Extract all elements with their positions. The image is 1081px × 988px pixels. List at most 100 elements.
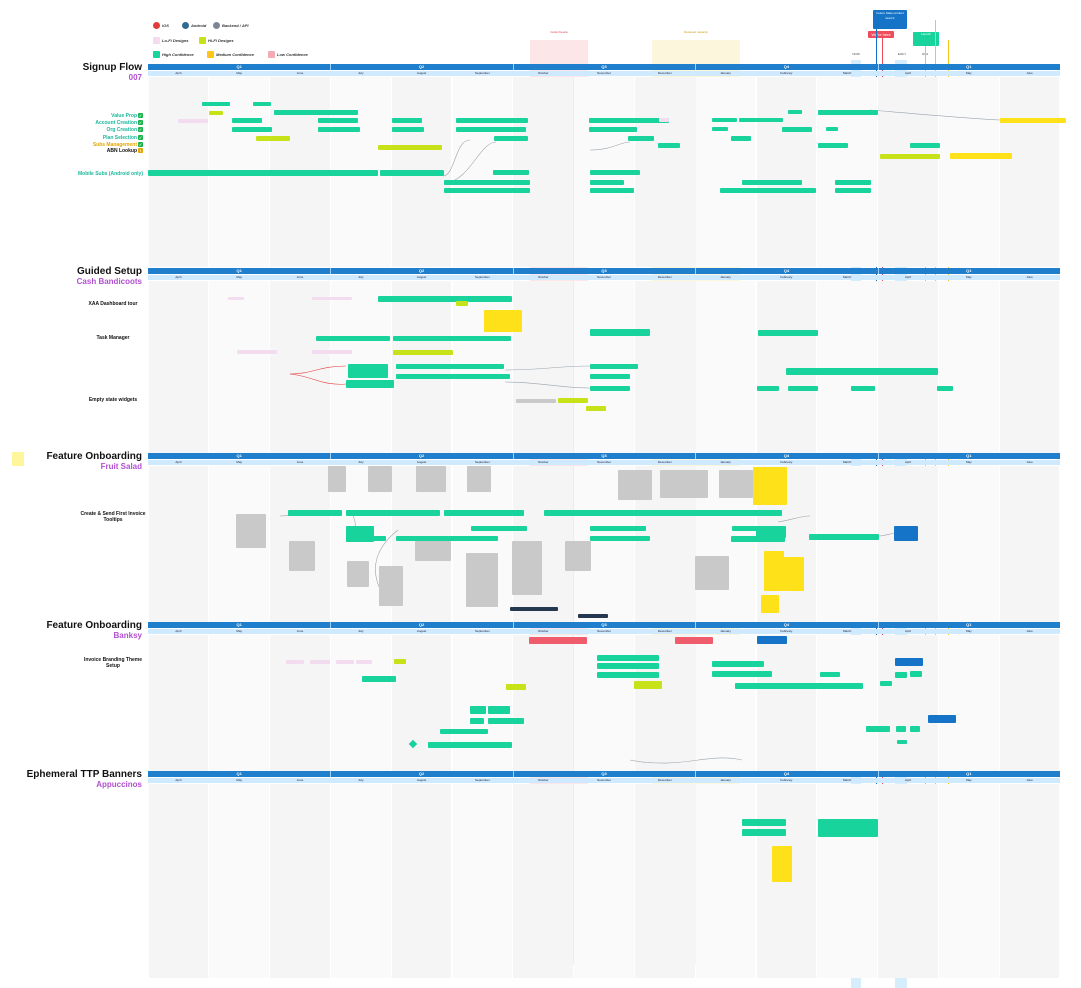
roadmap-card[interactable] <box>510 607 558 611</box>
roadmap-card[interactable] <box>866 726 890 732</box>
roadmap-card[interactable] <box>493 170 529 175</box>
roadmap-card[interactable] <box>586 406 606 411</box>
roadmap-card[interactable] <box>764 551 784 591</box>
roadmap-card[interactable] <box>590 329 650 336</box>
roadmap-card[interactable] <box>809 534 879 540</box>
roadmap-card[interactable] <box>742 829 786 836</box>
roadmap-card[interactable] <box>379 566 403 606</box>
roadmap-card[interactable] <box>1000 118 1066 123</box>
roadmap-card[interactable] <box>950 153 1012 159</box>
roadmap-card[interactable] <box>380 170 444 176</box>
roadmap-card[interactable] <box>470 706 486 714</box>
roadmap-card[interactable] <box>494 136 528 141</box>
roadmap-card[interactable] <box>597 663 659 669</box>
roadmap-card[interactable] <box>772 846 792 882</box>
roadmap-card[interactable] <box>444 188 530 193</box>
roadmap-card[interactable] <box>589 118 669 123</box>
roadmap-card[interactable] <box>253 102 271 106</box>
roadmap-card[interactable] <box>506 684 526 690</box>
roadmap-card[interactable] <box>256 136 290 141</box>
roadmap-card[interactable] <box>742 180 802 185</box>
roadmap-card[interactable] <box>675 637 713 644</box>
roadmap-card[interactable] <box>444 510 524 516</box>
roadmap-card[interactable] <box>396 536 498 541</box>
roadmap-card[interactable] <box>590 188 634 193</box>
roadmap-card[interactable] <box>910 671 922 677</box>
roadmap-card[interactable] <box>880 681 892 686</box>
roadmap-card[interactable] <box>742 819 786 826</box>
roadmap-card[interactable] <box>471 526 527 531</box>
roadmap-card[interactable] <box>659 118 669 122</box>
roadmap-card[interactable] <box>289 541 315 571</box>
roadmap-card[interactable] <box>516 399 556 403</box>
roadmap-card[interactable] <box>628 136 654 141</box>
roadmap-card[interactable] <box>512 541 542 595</box>
roadmap-card[interactable] <box>590 364 638 369</box>
roadmap-card[interactable] <box>720 188 816 193</box>
roadmap-card[interactable] <box>757 386 779 391</box>
roadmap-card[interactable] <box>356 660 372 664</box>
roadmap-card[interactable] <box>466 553 498 607</box>
roadmap-card[interactable] <box>910 143 940 148</box>
roadmap-card[interactable] <box>597 655 659 661</box>
roadmap-card[interactable] <box>880 154 940 159</box>
roadmap-card[interactable] <box>719 470 753 498</box>
roadmap-card[interactable] <box>818 143 848 148</box>
roadmap-card[interactable] <box>236 514 266 548</box>
roadmap-card[interactable] <box>312 350 352 354</box>
roadmap-card[interactable] <box>597 672 659 678</box>
roadmap-card[interactable] <box>937 386 953 391</box>
roadmap-card[interactable] <box>820 672 840 677</box>
roadmap-card[interactable] <box>312 297 352 300</box>
roadmap-card[interactable] <box>712 118 737 122</box>
milestone-diamond[interactable] <box>408 739 418 749</box>
roadmap-card[interactable] <box>209 111 223 115</box>
roadmap-card[interactable] <box>274 110 358 115</box>
roadmap-card[interactable] <box>336 660 354 664</box>
roadmap-card[interactable] <box>237 350 277 354</box>
roadmap-card[interactable] <box>310 660 330 664</box>
roadmap-card[interactable] <box>316 336 390 341</box>
roadmap-card[interactable] <box>228 297 244 300</box>
roadmap-card[interactable] <box>590 526 646 531</box>
roadmap-card[interactable] <box>368 466 392 492</box>
roadmap-card[interactable] <box>660 470 708 498</box>
roadmap-card[interactable] <box>739 118 783 122</box>
roadmap-card[interactable] <box>590 180 624 185</box>
roadmap-card[interactable] <box>695 556 729 590</box>
roadmap-card[interactable] <box>590 536 650 541</box>
roadmap-card[interactable] <box>589 127 637 132</box>
roadmap-card[interactable] <box>910 726 920 732</box>
roadmap-card[interactable] <box>348 364 388 378</box>
roadmap-card[interactable] <box>346 536 386 541</box>
roadmap-card[interactable] <box>756 526 786 538</box>
roadmap-card[interactable] <box>392 118 422 123</box>
roadmap-card[interactable] <box>818 819 878 837</box>
roadmap-card[interactable] <box>378 296 512 302</box>
roadmap-card[interactable] <box>895 658 923 666</box>
roadmap-card[interactable] <box>232 127 272 132</box>
roadmap-card[interactable] <box>565 541 591 571</box>
roadmap-card[interactable] <box>378 145 442 150</box>
roadmap-card[interactable] <box>758 330 818 336</box>
roadmap-card[interactable] <box>346 380 394 388</box>
roadmap-card[interactable] <box>788 386 818 391</box>
roadmap-card[interactable] <box>488 706 510 714</box>
roadmap-card[interactable] <box>529 637 587 644</box>
roadmap-card[interactable] <box>362 676 396 682</box>
roadmap-card[interactable] <box>488 718 524 724</box>
roadmap-card[interactable] <box>735 683 863 689</box>
roadmap-card[interactable] <box>826 127 838 131</box>
roadmap-card[interactable] <box>318 118 358 123</box>
roadmap-card[interactable] <box>347 561 369 587</box>
roadmap-card[interactable] <box>761 595 779 613</box>
roadmap-card[interactable] <box>232 118 262 123</box>
roadmap-card[interactable] <box>456 301 468 306</box>
roadmap-card[interactable] <box>178 119 208 123</box>
roadmap-card[interactable] <box>928 715 956 723</box>
roadmap-card[interactable] <box>712 661 764 667</box>
roadmap-card[interactable] <box>558 398 588 403</box>
roadmap-card[interactable] <box>578 614 608 618</box>
roadmap-card[interactable] <box>712 671 772 677</box>
roadmap-card[interactable] <box>148 170 378 176</box>
